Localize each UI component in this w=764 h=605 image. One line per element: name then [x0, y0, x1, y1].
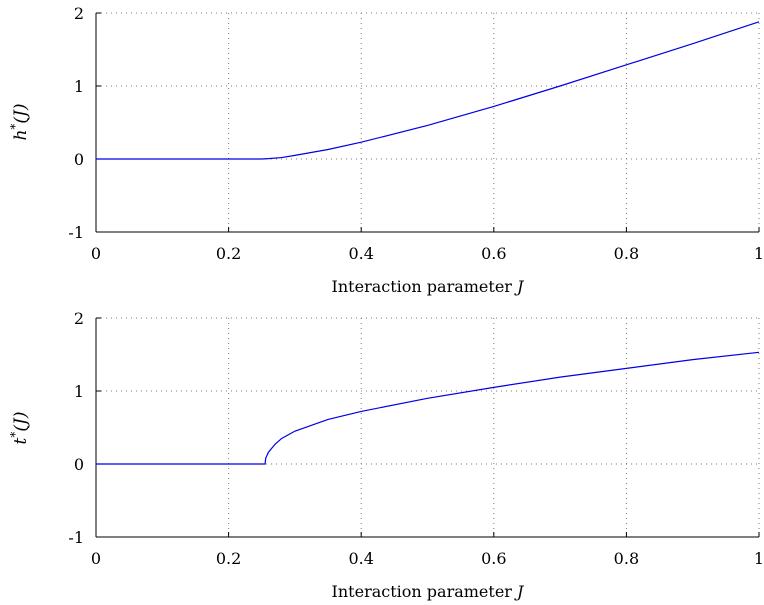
y-tick-label: 1 [74, 382, 84, 401]
panel-h-star: 0 0.2 0.4 0.6 0.8 1 -1 0 1 2 Interaction parameter… [8, 4, 764, 296]
x-tick-label: 0.8 [614, 244, 639, 263]
y-tick-label: 1 [74, 77, 84, 96]
x-tick-label: 1 [754, 549, 764, 568]
y-tick-label: 2 [74, 4, 84, 23]
panel-t-star: 0 0.2 0.4 0.6 0.8 1 -1 0 1 2 Interaction parameter… [8, 309, 764, 601]
y-tick-label: 2 [74, 309, 84, 328]
series-line [96, 21, 760, 160]
y-tick-label: -1 [68, 528, 84, 547]
y-axis-label: t*(J) [8, 412, 31, 445]
x-tick-label: 0.4 [348, 549, 373, 568]
x-tick-label: 0.6 [481, 244, 506, 263]
x-tick-label: 0.4 [348, 244, 373, 263]
x-axis-label: Interaction parameter J [332, 277, 525, 296]
x-tick-label: 0.8 [614, 549, 639, 568]
x-tick-label: 0.2 [216, 244, 241, 263]
x-tick-label: 0 [91, 549, 101, 568]
x-tick-label: 0 [91, 244, 101, 263]
x-tick-label: 0.2 [216, 549, 241, 568]
x-tick-label: 1 [754, 244, 764, 263]
y-axis-label: h*(J) [8, 103, 31, 140]
x-tick-label: 0.6 [481, 549, 506, 568]
y-tick-label: 0 [74, 150, 84, 169]
y-tick-label: 0 [74, 455, 84, 474]
x-axis-label: Interaction parameter J [332, 582, 525, 601]
series-line [96, 351, 760, 465]
y-tick-label: -1 [68, 223, 84, 242]
